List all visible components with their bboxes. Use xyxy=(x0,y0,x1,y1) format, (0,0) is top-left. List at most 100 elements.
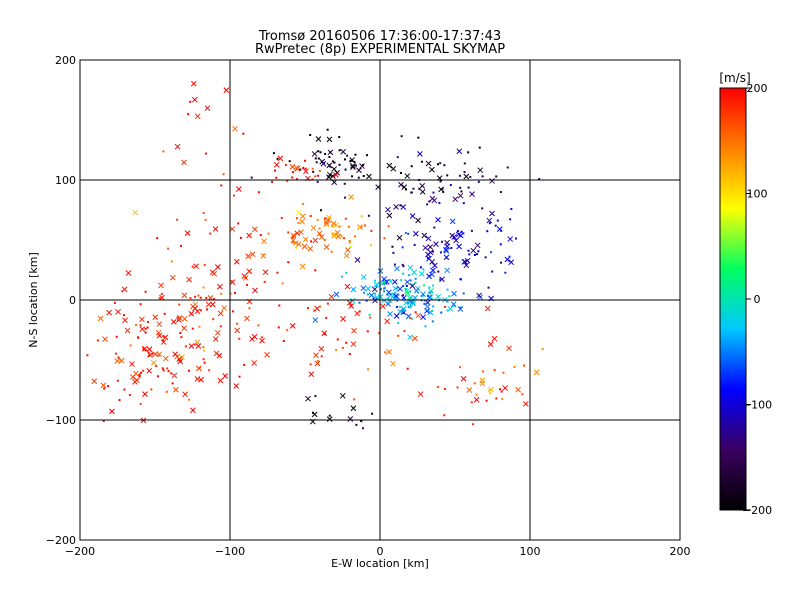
data-point-x xyxy=(427,294,434,300)
data-point-x xyxy=(326,214,332,221)
data-point-x xyxy=(390,165,397,172)
data-point-dot xyxy=(401,246,404,249)
data-point-x xyxy=(398,181,404,188)
data-point-dot xyxy=(336,338,339,341)
data-point-x xyxy=(415,217,421,224)
colorbar-tick-label: 0 xyxy=(754,293,761,306)
data-point-x xyxy=(393,313,400,319)
data-point-dot xyxy=(456,386,459,389)
data-point-dot xyxy=(230,280,233,283)
data-point-x xyxy=(181,325,188,332)
data-point-x xyxy=(217,310,224,317)
data-point-x xyxy=(424,303,431,310)
data-point-dot xyxy=(276,271,279,274)
data-point-dot xyxy=(358,301,361,304)
data-point-dot xyxy=(446,288,449,291)
data-point-dot xyxy=(441,187,444,190)
data-point-dot xyxy=(328,155,331,158)
data-point-dot xyxy=(360,215,363,218)
data-point-dot xyxy=(410,165,413,168)
data-point-x xyxy=(374,294,381,301)
data-point-dot xyxy=(165,390,168,393)
data-point-x xyxy=(305,395,311,402)
data-point-x xyxy=(350,164,356,171)
data-point-x xyxy=(320,160,327,167)
data-point-dot xyxy=(348,352,351,355)
data-point-x xyxy=(159,294,165,301)
data-point-x xyxy=(170,319,177,325)
data-point-dot xyxy=(191,327,194,330)
data-point-dot xyxy=(229,292,232,295)
data-point-x xyxy=(386,162,393,169)
data-point-x xyxy=(315,136,322,142)
data-point-dot xyxy=(488,389,491,392)
data-point-dot xyxy=(103,387,106,390)
data-point-x xyxy=(155,329,162,336)
data-point-x xyxy=(198,376,204,383)
data-point-dot xyxy=(102,420,105,423)
data-point-dot xyxy=(146,326,149,329)
data-point-dot xyxy=(439,251,442,254)
data-point-x xyxy=(444,267,451,274)
data-point-dot xyxy=(319,209,322,212)
data-point-x xyxy=(403,300,409,306)
data-point-x xyxy=(251,226,258,233)
data-point-dot xyxy=(198,325,201,328)
data-point-dot xyxy=(302,166,305,169)
x-tick-label: 100 xyxy=(520,545,541,558)
data-point-dot xyxy=(123,388,126,391)
data-point-dot xyxy=(161,367,164,370)
data-point-dot xyxy=(349,159,352,162)
data-point-dot xyxy=(426,295,429,298)
data-point-dot xyxy=(428,200,431,203)
data-point-dot xyxy=(523,364,526,367)
data-point-dot xyxy=(257,191,260,194)
data-point-x xyxy=(419,188,426,195)
data-point-x xyxy=(340,148,346,155)
data-point-dot xyxy=(144,290,147,293)
data-point-dot xyxy=(167,247,170,250)
data-point-dot xyxy=(236,322,239,325)
data-point-x xyxy=(491,335,498,342)
data-point-dot xyxy=(373,292,376,295)
data-point-dot xyxy=(396,299,399,302)
data-point-dot xyxy=(310,240,313,243)
data-point-dot xyxy=(156,237,159,240)
data-point-x xyxy=(299,263,306,270)
data-point-x xyxy=(368,292,375,299)
data-point-dot xyxy=(243,363,246,366)
data-point-dot xyxy=(326,128,329,131)
data-point-x xyxy=(301,243,308,250)
data-point-dot xyxy=(467,249,470,252)
data-point-dot xyxy=(318,305,321,308)
data-point-x xyxy=(381,276,387,282)
grid-lines xyxy=(80,60,680,540)
data-point-dot xyxy=(541,348,544,351)
data-point-dot xyxy=(446,174,449,177)
data-point-dot xyxy=(379,288,382,291)
data-point-x xyxy=(431,197,438,204)
data-point-x xyxy=(443,254,450,261)
data-point-dot xyxy=(446,300,449,303)
data-point-x xyxy=(327,149,334,156)
data-point-dot xyxy=(170,260,173,263)
data-point-dot xyxy=(355,423,358,426)
colorbar-tick-label: 200 xyxy=(747,82,768,95)
data-point-dot xyxy=(463,162,466,165)
data-point-dot xyxy=(406,367,409,370)
data-point-dot xyxy=(162,369,165,372)
data-point-x xyxy=(262,269,269,276)
data-point-dot xyxy=(476,253,479,256)
x-axis-ticks: −200 −100 0 100 200 xyxy=(65,545,691,558)
data-point-x xyxy=(413,287,420,294)
data-point-dot xyxy=(468,253,471,256)
data-point-dot xyxy=(293,241,296,244)
scatter-points xyxy=(86,80,544,430)
data-point-x xyxy=(91,378,98,385)
data-point-dot xyxy=(351,175,354,178)
data-point-x xyxy=(223,87,230,93)
data-point-dot xyxy=(354,153,357,156)
data-point-x xyxy=(221,305,228,311)
data-point-x xyxy=(234,327,241,334)
